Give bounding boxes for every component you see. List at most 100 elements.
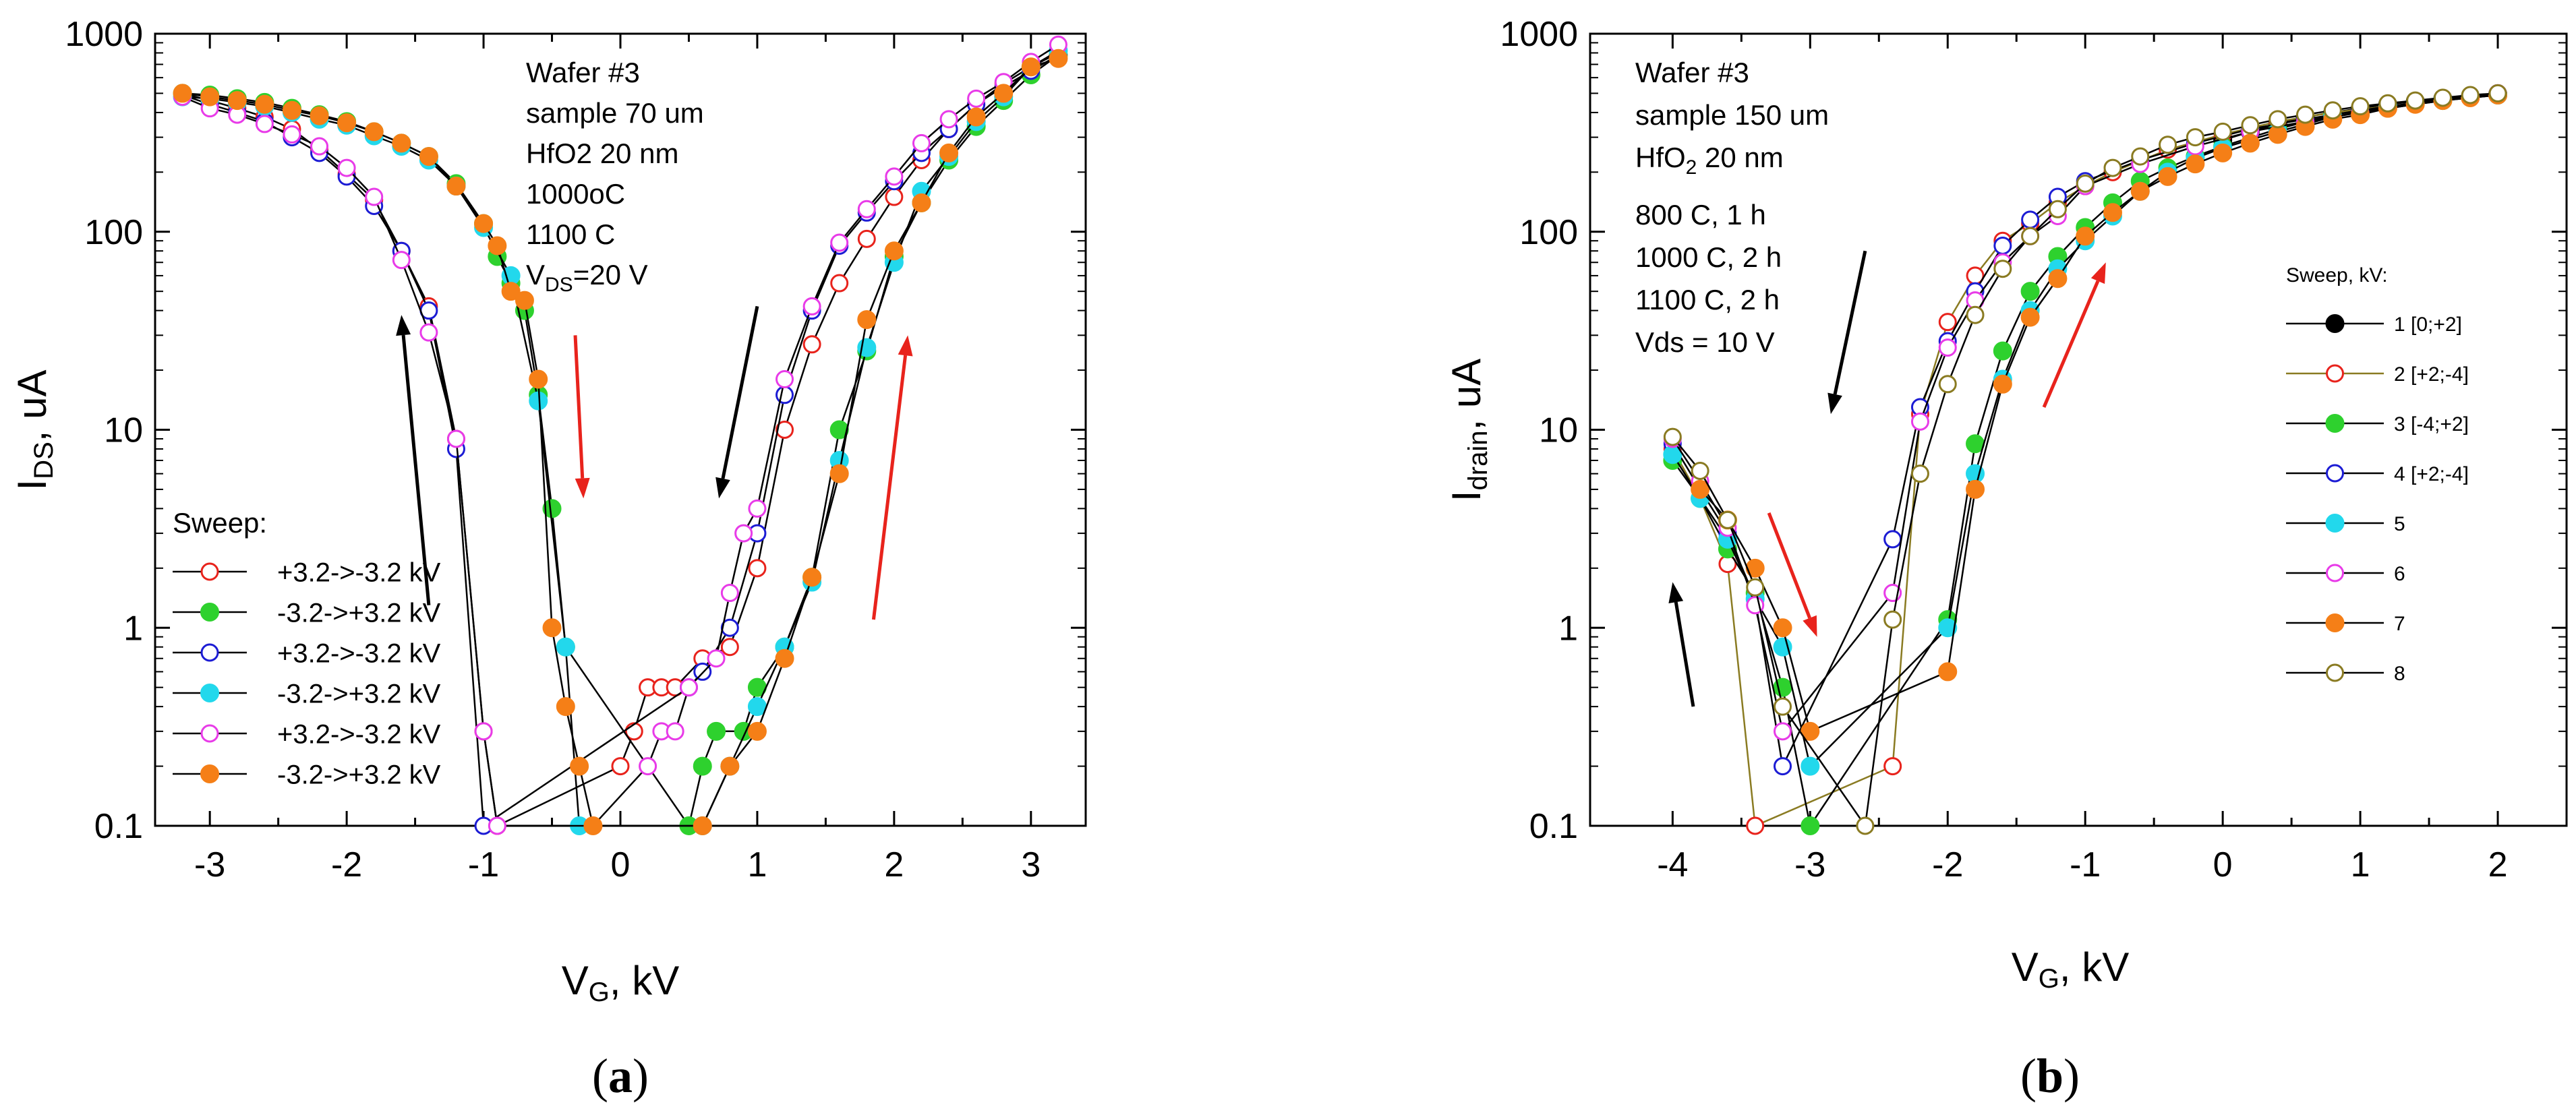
data-point bbox=[1021, 57, 1041, 77]
sweep-direction-arrow bbox=[1827, 250, 1867, 415]
axis-ticks-b: -4 -3 -2 -1 0 1 2 0.1 1 10 100 1000 bbox=[1500, 15, 2567, 884]
annotation-line: Wafer #3 bbox=[1635, 57, 1749, 88]
axis-ticks-a: -3 -2 -1 0 1 2 3 0.1 1 10 100 1000 bbox=[65, 15, 1086, 884]
data-point bbox=[2130, 181, 2150, 201]
data-point bbox=[364, 122, 384, 142]
data-point bbox=[1938, 375, 1957, 394]
data-point bbox=[2021, 210, 2040, 229]
data-point bbox=[1938, 338, 1957, 357]
data-point bbox=[173, 84, 192, 103]
data-point bbox=[515, 291, 534, 310]
x-tick-label: -3 bbox=[1794, 845, 1825, 884]
data-point bbox=[446, 177, 466, 196]
sweep-direction-arrow bbox=[1767, 512, 1817, 637]
data-point bbox=[734, 524, 753, 543]
data-point bbox=[2186, 154, 2205, 174]
legend-label: 5 bbox=[2394, 513, 2405, 535]
legend-b: Sweep, kV: 1 [0;+2] 2 [+2;-4] 3 [-4;+2] 4 [+… bbox=[2286, 264, 2469, 685]
legend-marker bbox=[2325, 414, 2345, 433]
data-point bbox=[666, 722, 684, 741]
data-point bbox=[747, 721, 767, 741]
annotation-line: VDS=20 V bbox=[526, 259, 648, 296]
data-point bbox=[884, 241, 904, 261]
y-tick-label: 1000 bbox=[65, 15, 143, 54]
legend-item: 3 [-4;+2] bbox=[2286, 413, 2469, 435]
legend-label: +3.2->-3.2 kV bbox=[277, 719, 441, 749]
y-tick-label: 1 bbox=[1558, 609, 1578, 648]
x-tick-label: -3 bbox=[194, 845, 225, 884]
data-point bbox=[1993, 374, 2012, 394]
data-point bbox=[556, 637, 575, 657]
data-point bbox=[829, 420, 849, 440]
legend-item: 1 [0;+2] bbox=[2286, 313, 2462, 336]
data-point bbox=[1993, 260, 2012, 278]
annotation-line: Wafer #3 bbox=[526, 57, 640, 88]
x-tick-label: -2 bbox=[1932, 845, 1963, 884]
legend-label: 3 [-4;+2] bbox=[2394, 413, 2469, 435]
y-tick-label: 10 bbox=[104, 411, 143, 450]
data-point bbox=[912, 133, 931, 152]
data-point bbox=[474, 722, 493, 741]
data-point bbox=[720, 638, 739, 657]
legend-marker bbox=[200, 724, 219, 743]
series-line bbox=[1672, 94, 2498, 769]
y-axis-label-a: IDS, uA bbox=[9, 370, 59, 491]
legend-item: 5 bbox=[2286, 513, 2405, 535]
data-point bbox=[748, 559, 767, 578]
data-point bbox=[1691, 461, 1709, 480]
legend-label: 7 bbox=[2394, 613, 2405, 635]
legend-marker bbox=[2325, 514, 2345, 533]
x-tick-label: -1 bbox=[468, 845, 499, 884]
panel-b: -4 -3 -2 -1 0 1 2 0.1 1 10 100 1000 Wafer #3 sample … bbox=[1444, 15, 2568, 1103]
x-tick-label: 2 bbox=[884, 845, 904, 884]
data-point bbox=[255, 115, 274, 133]
sweep-direction-arrow bbox=[715, 305, 759, 499]
series-line bbox=[1672, 94, 2498, 828]
legend-label: 1 [0;+2] bbox=[2394, 313, 2462, 336]
data-point bbox=[707, 721, 726, 741]
data-point bbox=[1801, 721, 1820, 741]
data-point bbox=[966, 107, 986, 127]
annotation-line: 1100 C, 2 h bbox=[1635, 284, 1780, 315]
data-point bbox=[1773, 618, 1792, 638]
data-point bbox=[2378, 94, 2397, 113]
data-point bbox=[994, 84, 1014, 103]
sweep-direction-arrow bbox=[573, 335, 590, 499]
data-point bbox=[337, 158, 356, 177]
data-point bbox=[542, 618, 562, 638]
data-point bbox=[556, 697, 575, 717]
legend-label: +3.2->-3.2 kV bbox=[277, 558, 441, 587]
data-point bbox=[1746, 816, 1765, 835]
data-point bbox=[2213, 122, 2232, 141]
annotation-line: 1000 C, 2 h bbox=[1635, 241, 1782, 273]
x-axis-label-b: VG, kV bbox=[2012, 944, 2130, 994]
data-point bbox=[1993, 236, 2012, 255]
annotation-line: sample 70 um bbox=[526, 97, 704, 129]
data-point bbox=[693, 756, 712, 776]
data-point bbox=[1801, 756, 1820, 776]
annotation-block-a: Wafer #3 sample 70 um HfO2 20 nm 1000oC 1100… bbox=[526, 57, 704, 296]
data-point bbox=[2213, 143, 2233, 162]
data-point bbox=[2048, 269, 2068, 289]
annotation-line: HfO2 20 nm bbox=[1635, 142, 1784, 179]
data-point bbox=[501, 282, 521, 301]
data-point bbox=[857, 200, 876, 218]
data-point bbox=[2461, 86, 2480, 104]
data-point bbox=[1856, 816, 1875, 835]
legend-label: -3.2->+3.2 kV bbox=[277, 598, 441, 628]
data-point bbox=[1718, 510, 1737, 529]
data-point bbox=[1049, 49, 1068, 68]
legend-marker bbox=[2325, 613, 2345, 632]
data-point bbox=[2488, 84, 2507, 102]
data-point bbox=[2021, 227, 2040, 245]
data-point bbox=[720, 756, 740, 776]
data-point bbox=[583, 816, 603, 835]
data-point bbox=[365, 187, 384, 206]
data-point bbox=[1993, 341, 2012, 361]
arrows-b bbox=[1668, 250, 2106, 707]
data-point bbox=[2296, 105, 2315, 124]
legend-label: 6 bbox=[2394, 563, 2405, 585]
annotation-line: 800 C, 1 h bbox=[1635, 199, 1766, 231]
data-point bbox=[1938, 313, 1957, 332]
sweep-direction-arrow bbox=[1668, 582, 1695, 707]
